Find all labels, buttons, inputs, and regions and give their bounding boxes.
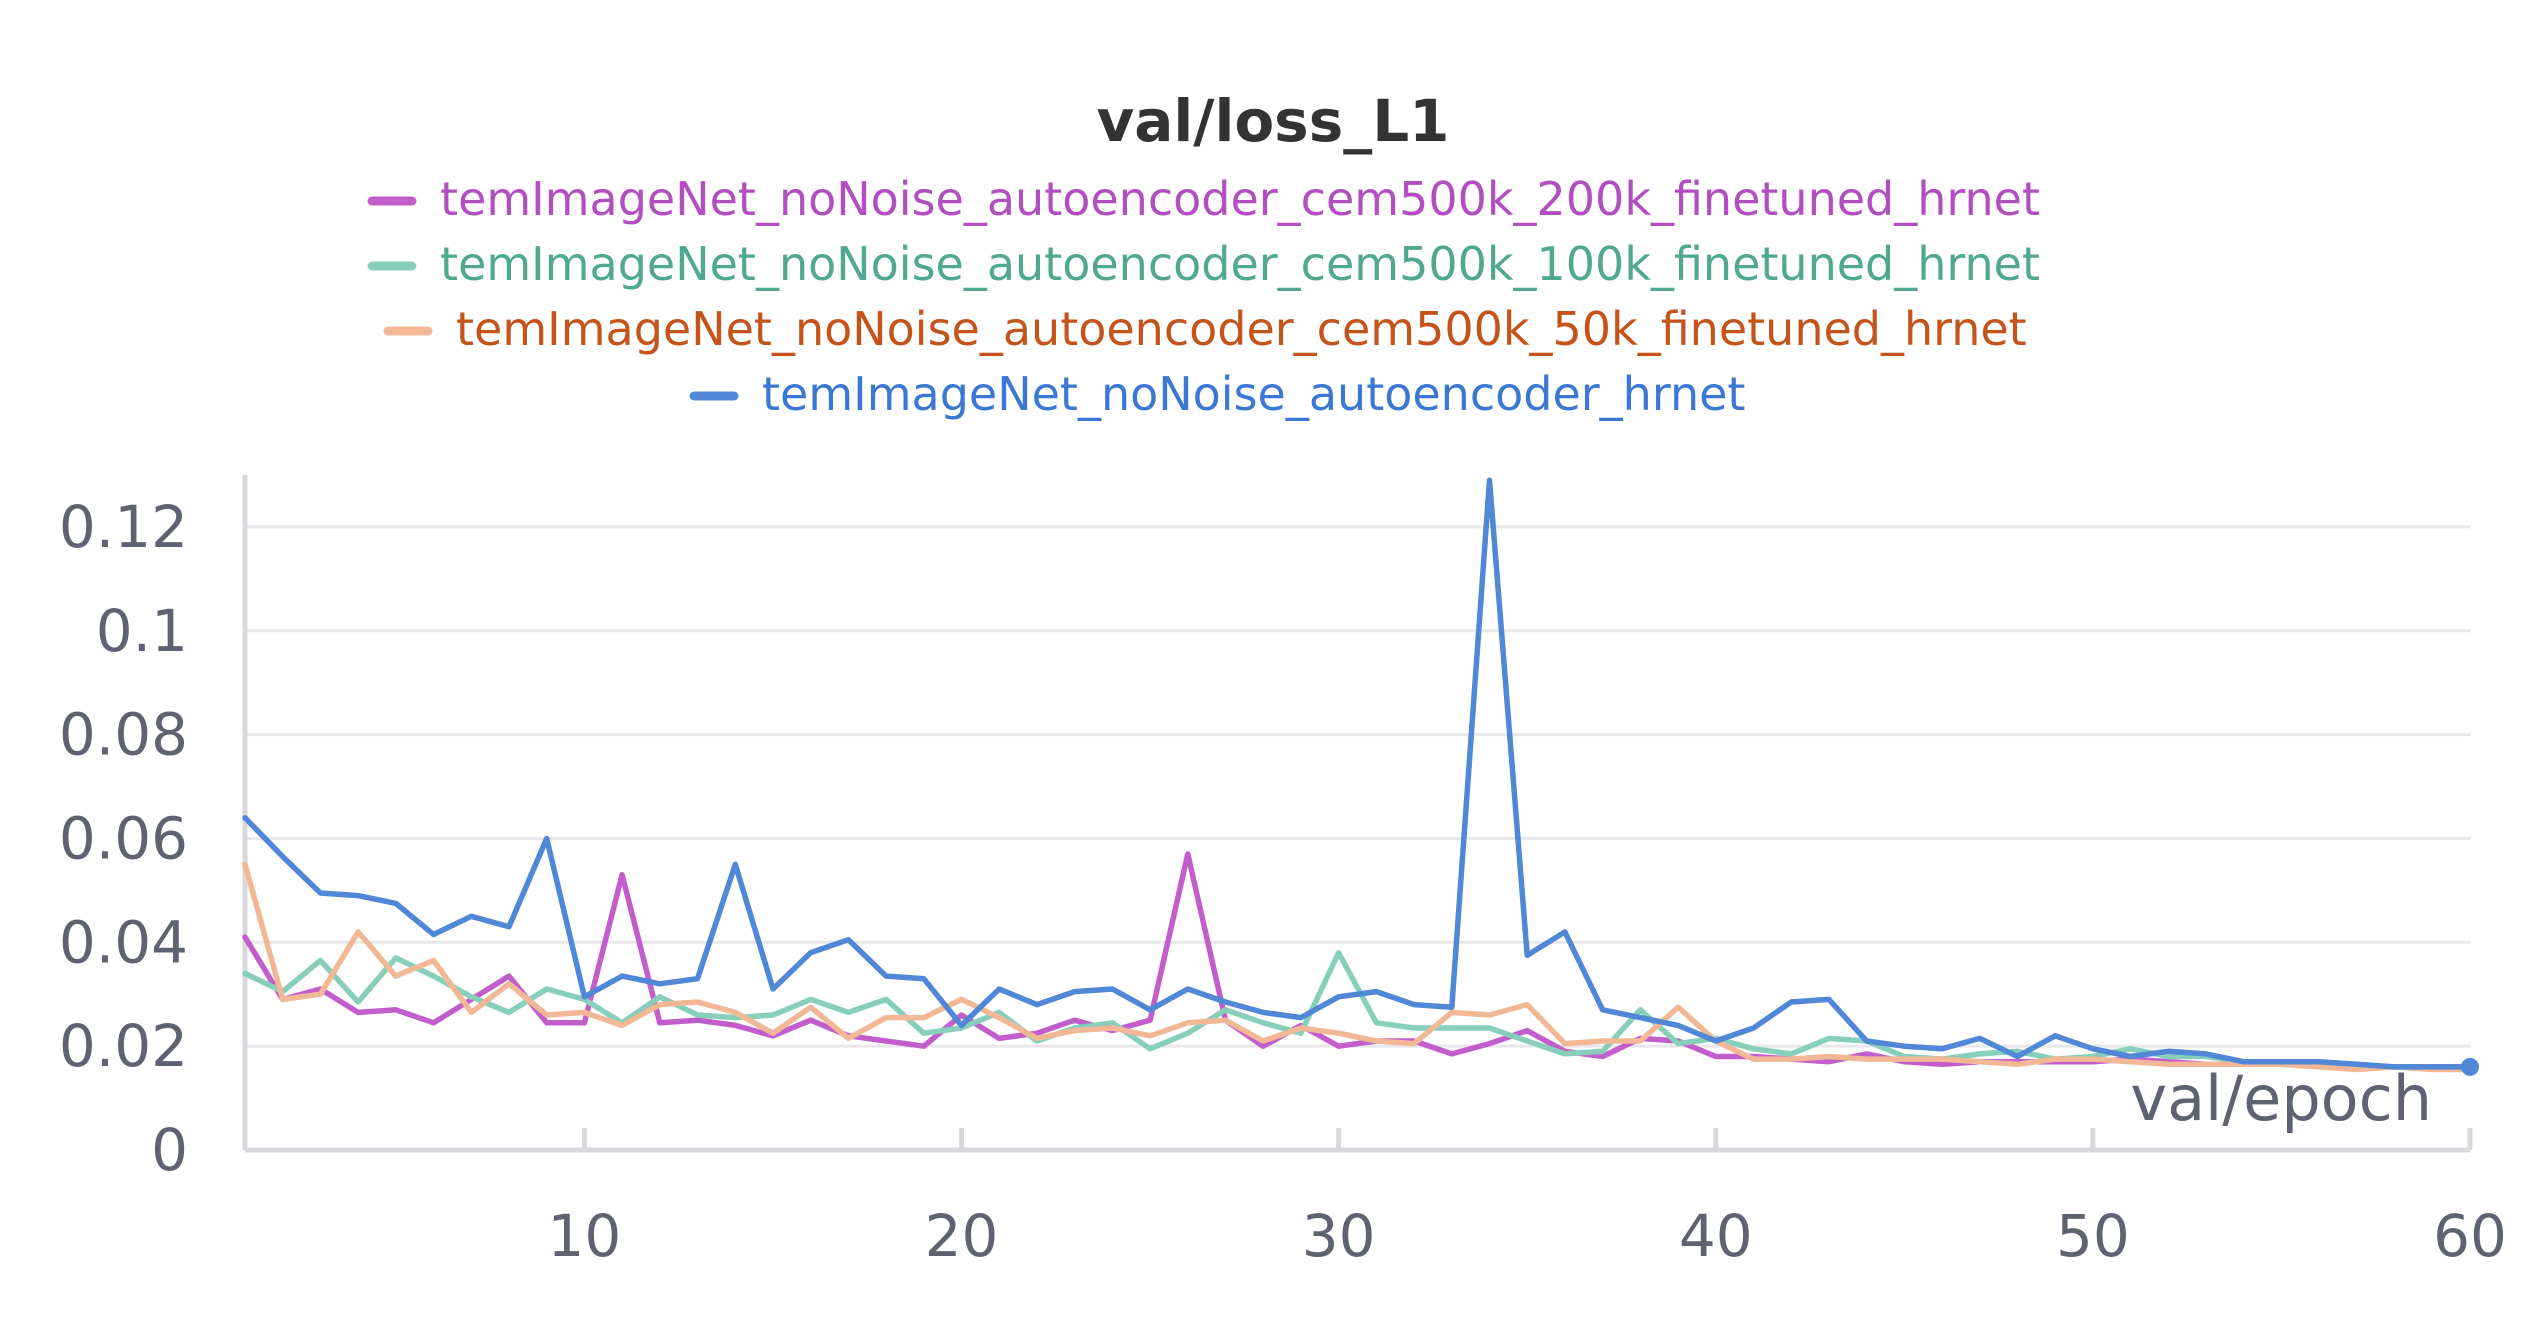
series-line-2 — [242, 949, 2473, 1073]
y-tick-label: 0.06 — [59, 804, 188, 872]
legend: temImageNet_noNoise_autoencoder_cem500k_… — [367, 172, 2040, 421]
axes — [242, 475, 2473, 1153]
legend-label: temImageNet_noNoise_autoencoder_cem500k_… — [456, 302, 2027, 356]
series-line-4 — [242, 477, 2473, 1070]
y-tick-label: 0.12 — [59, 493, 188, 561]
y-tick-label: 0.1 — [96, 597, 188, 665]
series-end-point — [2461, 1057, 2479, 1076]
x-tick-label: 10 — [548, 1202, 622, 1270]
x-tick-labels: 10 20 30 40 50 60 — [548, 1202, 2507, 1270]
legend-label: temImageNet_noNoise_autoencoder_cem500k_… — [440, 172, 2040, 226]
x-tick-label: 60 — [2433, 1202, 2507, 1270]
y-tick-label: 0.04 — [59, 908, 188, 976]
y-tick-label: 0.02 — [59, 1012, 188, 1080]
series-lines — [242, 477, 2479, 1076]
y-tick-label: 0.08 — [59, 701, 188, 769]
x-tick-label: 30 — [1302, 1202, 1376, 1270]
x-tick-label: 20 — [925, 1202, 999, 1270]
series-line-3 — [242, 861, 2473, 1073]
chart-title: val/loss_L1 — [1096, 87, 1449, 155]
legend-label: temImageNet_noNoise_autoencoder_cem500k_… — [440, 237, 2040, 291]
x-tick-label: 40 — [1679, 1202, 1753, 1270]
x-tick-label: 50 — [2056, 1202, 2130, 1270]
x-axis-label: val/epoch — [2130, 1062, 2432, 1135]
y-tick-labels: 0 0.02 0.04 0.06 0.08 0.1 0.12 — [59, 493, 188, 1184]
legend-label: temImageNet_noNoise_autoencoder_hrnet — [762, 367, 1745, 421]
y-tick-label: 0 — [151, 1116, 188, 1184]
